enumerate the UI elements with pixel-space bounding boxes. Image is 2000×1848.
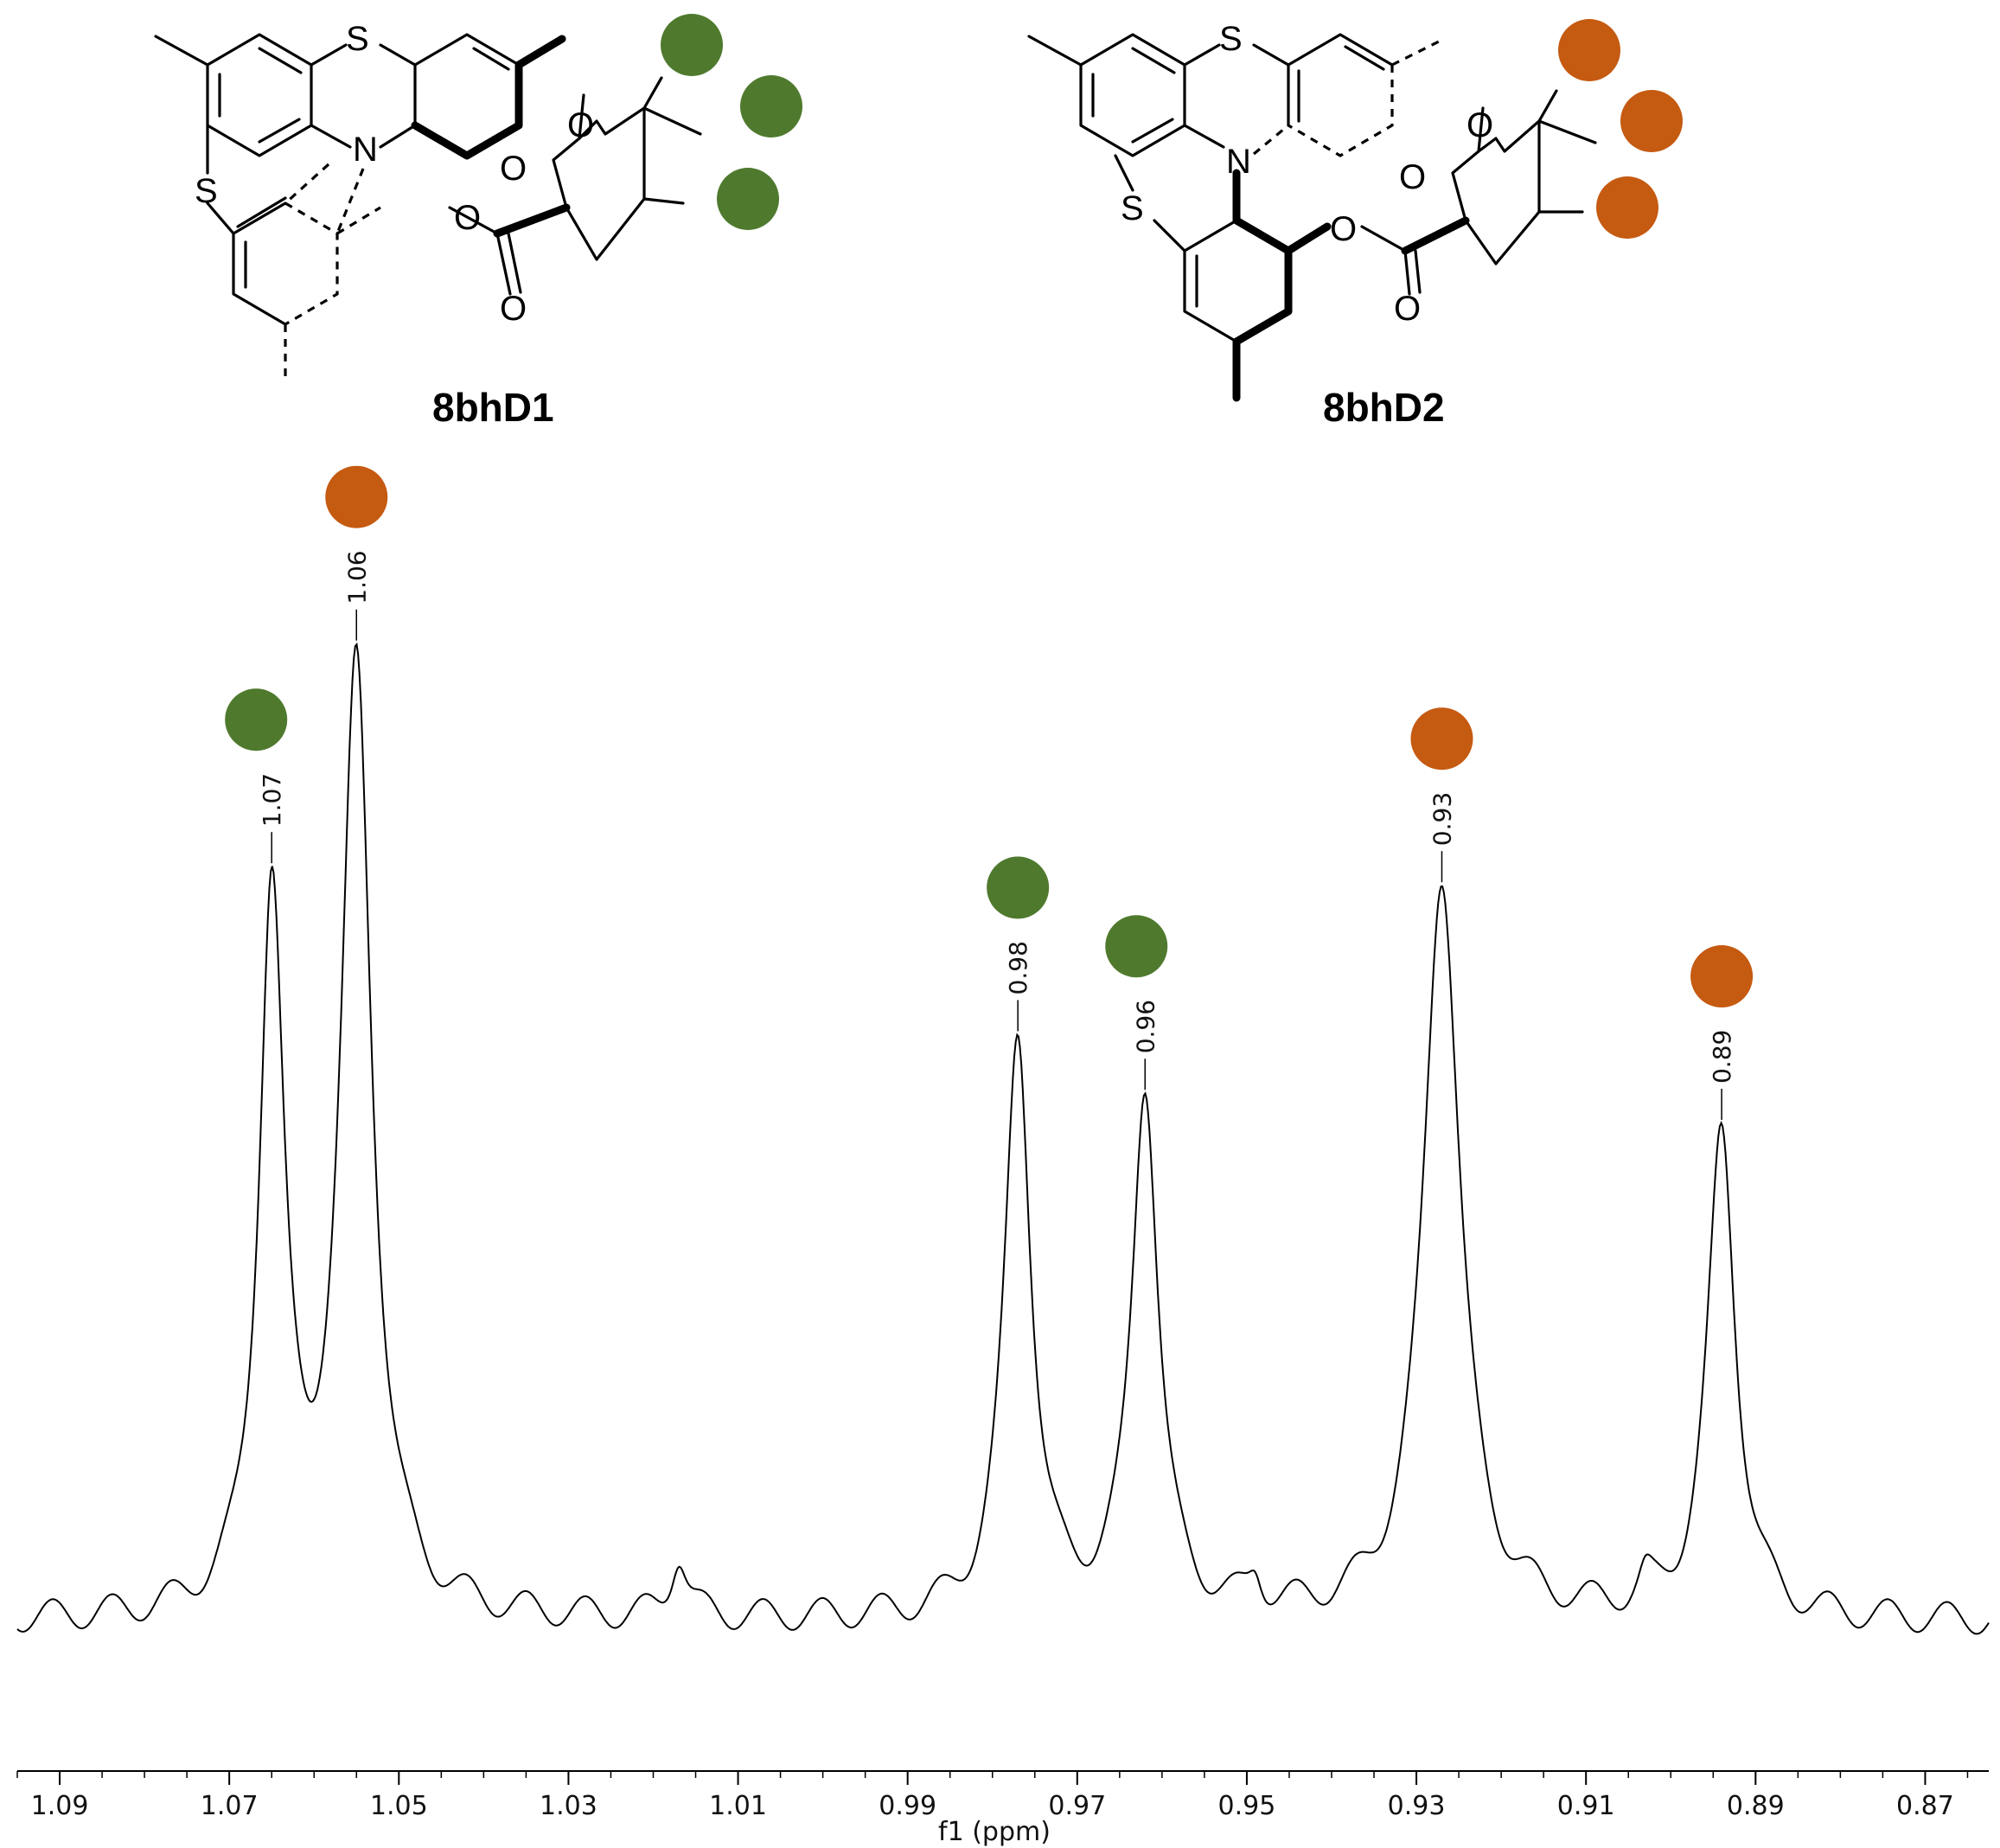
structure-8bhD1 — [154, 33, 702, 380]
structure-8bhD2 — [1027, 33, 1597, 402]
green-circle-marker — [225, 688, 288, 751]
orange-circle-marker — [1596, 176, 1658, 239]
peak-annotations: 1.07 1.06 0.98 0.96 0.93 0.89 — [258, 550, 1736, 1121]
atom-o-d2-lactone: O — [1466, 106, 1493, 144]
peak-label: 0.96 — [1131, 1000, 1160, 1053]
x-tick-label: 1.05 — [370, 1791, 428, 1821]
x-axis-minor-ticks — [16, 1771, 1969, 1778]
x-tick-label: 1.01 — [709, 1791, 767, 1821]
atom-o-d2-carbonyl: O — [1394, 290, 1421, 328]
orange-circle-marker — [1620, 90, 1683, 152]
molecule-label-8bhD2: 8bhD2 — [1323, 385, 1445, 430]
peak-label: 1.06 — [342, 550, 371, 604]
x-tick-label: 0.99 — [879, 1791, 936, 1821]
orange-circle-marker — [325, 465, 388, 528]
molecule-8bhD1: S N S O O O O 8bhD1 — [154, 14, 802, 430]
atom-s-d1-bottom: S — [195, 172, 218, 210]
x-axis-title: f1 (ppm) — [938, 1817, 1051, 1847]
peak-markers — [225, 465, 1754, 1008]
molecule-8bhD2: S N S O O O O 8bhD2 — [1027, 19, 1683, 430]
green-circle-marker — [661, 14, 723, 76]
green-circle-marker — [717, 168, 779, 230]
atom-n-d2: N — [1226, 143, 1251, 181]
marker-group-8bhD1 — [661, 14, 802, 230]
atom-s-d1-top: S — [346, 20, 369, 58]
x-tick-label: 0.97 — [1048, 1791, 1106, 1821]
atom-o-d1-lactone: O — [567, 106, 594, 144]
x-tick-label: 0.89 — [1727, 1791, 1785, 1821]
peak-label: 0.89 — [1708, 1030, 1736, 1084]
nmr-spectrum: 1.07 1.06 0.98 0.96 0.93 0.89 — [16, 465, 1990, 1635]
x-tick-label: 0.91 — [1557, 1791, 1615, 1821]
x-tick-label: 1.03 — [540, 1791, 597, 1821]
x-tick-label: 0.95 — [1218, 1791, 1276, 1821]
green-circle-marker — [987, 856, 1050, 919]
orange-circle-marker — [1690, 945, 1754, 1008]
x-tick-label: 1.09 — [31, 1791, 89, 1821]
atom-s-d2-top: S — [1219, 20, 1243, 58]
atom-o-d1-ester: O — [454, 199, 481, 237]
x-axis: 1.09 1.07 1.05 1.03 1.01 0.99 0.97 0.95 0.93 0.91… — [16, 1770, 1989, 1847]
x-axis-major-ticks: 1.09 1.07 1.05 1.03 1.01 0.99 0.97 0.95 0.93 0.91… — [31, 1771, 1954, 1821]
orange-circle-marker — [1410, 707, 1473, 771]
peak-label: 1.07 — [258, 773, 286, 827]
atom-o-d2-ring: O — [1399, 158, 1426, 196]
x-tick-label: 0.87 — [1896, 1791, 1954, 1821]
marker-group-8bhD2 — [1558, 19, 1683, 239]
atom-o-d1-carbonyl: O — [500, 290, 527, 328]
peak-label: 0.93 — [1428, 792, 1456, 846]
atom-o-d2-ester: O — [1330, 210, 1357, 248]
atom-n-d1: N — [353, 131, 378, 169]
x-tick-label: 1.07 — [201, 1791, 259, 1821]
green-circle-marker — [1105, 915, 1168, 978]
atom-s-d2-bottom: S — [1121, 189, 1144, 227]
spectrum-trace — [16, 642, 1990, 1635]
peak-label: 0.98 — [1004, 941, 1032, 994]
atom-o-d1-ring: O — [500, 150, 527, 188]
orange-circle-marker — [1558, 19, 1620, 81]
green-circle-marker — [740, 75, 802, 137]
molecule-label-8bhD1: 8bhD1 — [432, 385, 554, 430]
x-tick-label: 0.93 — [1388, 1791, 1446, 1821]
